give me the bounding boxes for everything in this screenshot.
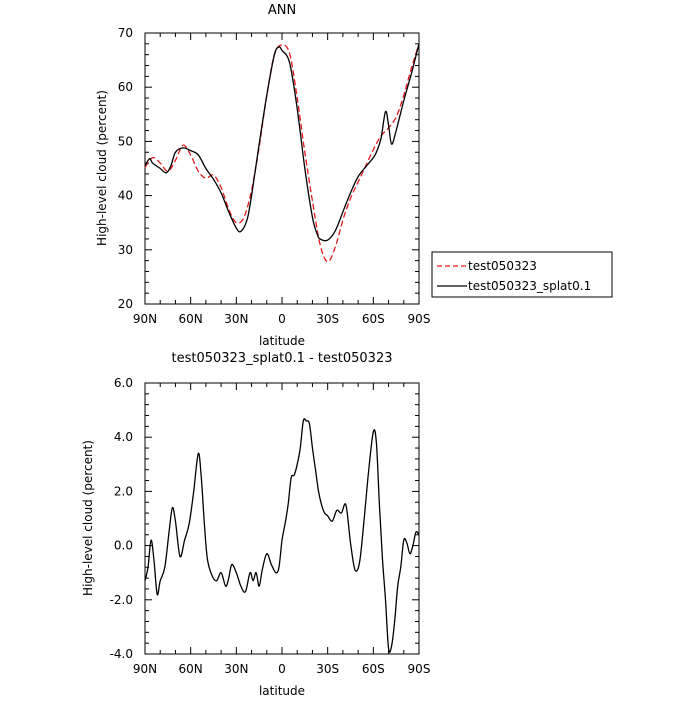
x-tick-label: 30N xyxy=(224,312,248,326)
y-tick-label: 30 xyxy=(118,243,133,257)
y-tick-label: 50 xyxy=(118,134,133,148)
y-tick-label: 0.0 xyxy=(114,539,133,553)
bottom-ticks xyxy=(144,382,420,655)
x-tick-label: 60N xyxy=(179,312,203,326)
x-tick-label: 30S xyxy=(316,312,339,326)
series-line-test050323-splat0-1 xyxy=(144,43,420,242)
x-tick-label: 90S xyxy=(408,312,431,326)
bottom-chart-title: test050323_splat0.1 - test050323 xyxy=(171,351,392,366)
bottom-x-tick-labels: 90N 60N 30N 0 30S 60S 90S xyxy=(133,662,431,676)
y-tick-label: 20 xyxy=(118,297,133,311)
top-panel: ANN 90N 60N 30N 0 30S 60S 90S 20 30 40 50 60 70 lat… xyxy=(95,3,613,348)
x-tick-label: 90S xyxy=(408,662,431,676)
y-tick-label: 40 xyxy=(118,189,133,203)
y-tick-label: -4.0 xyxy=(110,647,133,661)
bottom-series-group xyxy=(144,418,420,653)
bottom-panel: test050323_splat0.1 - test050323 90N 60N 3… xyxy=(81,351,430,698)
series-line-difference xyxy=(144,418,420,653)
top-y-tick-labels: 20 30 40 50 60 70 xyxy=(118,26,133,311)
top-y-axis-label: High-level cloud (percent) xyxy=(95,90,109,246)
x-tick-label: 60N xyxy=(179,662,203,676)
y-tick-label: 2.0 xyxy=(114,484,133,498)
legend: test050323 test050323_splat0.1 xyxy=(431,251,613,298)
top-series-group xyxy=(144,43,420,263)
bottom-y-tick-labels: -4.0 -2.0 0.0 2.0 4.0 6.0 xyxy=(110,376,133,661)
legend-label-test050323-splat0.1: test050323_splat0.1 xyxy=(468,279,591,293)
series-line-test050323 xyxy=(144,43,420,263)
bottom-plot-frame xyxy=(144,382,420,655)
legend-box xyxy=(431,251,613,298)
y-tick-label: 4.0 xyxy=(114,430,133,444)
top-x-tick-labels: 90N 60N 30N 0 30S 60S 90S xyxy=(133,312,431,326)
x-tick-label: 90N xyxy=(133,312,157,326)
legend-label-test050323: test050323 xyxy=(468,259,537,273)
x-tick-label: 60S xyxy=(362,662,385,676)
y-tick-label: -2.0 xyxy=(110,593,133,607)
bottom-x-axis-label: latitude xyxy=(259,684,305,698)
x-tick-label: 30N xyxy=(224,662,248,676)
y-tick-label: 6.0 xyxy=(114,376,133,390)
y-tick-label: 70 xyxy=(118,26,133,40)
bottom-y-axis-label: High-level cloud (percent) xyxy=(81,440,95,596)
top-chart-title: ANN xyxy=(268,3,296,18)
x-tick-label: 90N xyxy=(133,662,157,676)
x-tick-label: 30S xyxy=(316,662,339,676)
x-tick-label: 60S xyxy=(362,312,385,326)
x-tick-label: 0 xyxy=(278,662,286,676)
top-plot-frame xyxy=(144,32,420,305)
x-tick-label: 0 xyxy=(278,312,286,326)
top-ticks xyxy=(144,32,420,305)
y-tick-label: 60 xyxy=(118,80,133,94)
top-x-axis-label: latitude xyxy=(259,334,305,348)
